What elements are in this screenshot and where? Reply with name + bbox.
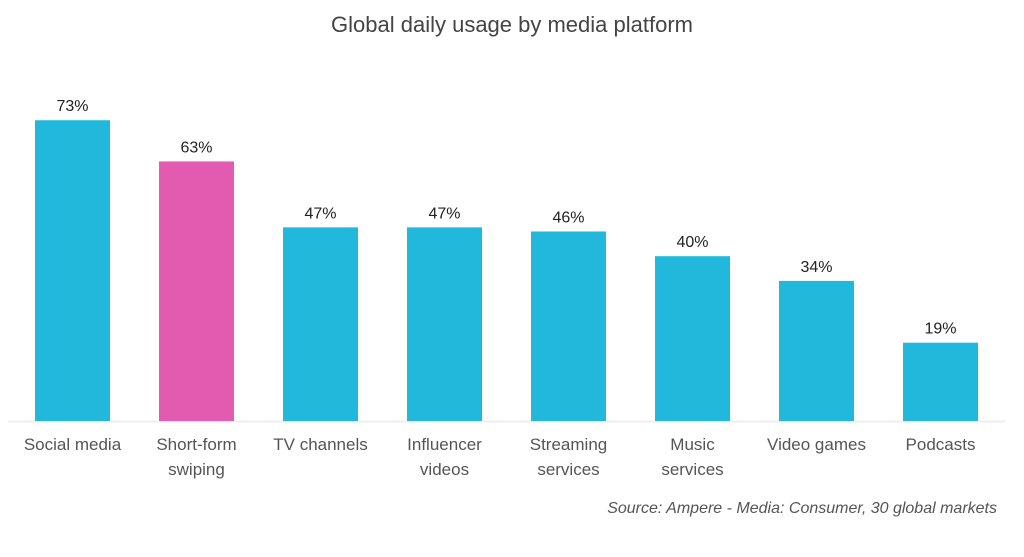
category-label-1-line2: swiping <box>168 460 225 479</box>
category-label-4: Streaming <box>530 435 607 454</box>
category-label-0: Social media <box>24 435 122 454</box>
bar-7 <box>903 342 978 421</box>
bar-5 <box>655 256 730 421</box>
data-label-2: 47% <box>304 205 336 222</box>
category-label-1: Short-form <box>156 435 236 454</box>
bar-0 <box>35 120 110 422</box>
data-label-3: 47% <box>428 205 460 222</box>
category-label-6: Video games <box>767 435 866 454</box>
category-label-3-line2: videos <box>420 460 469 479</box>
data-label-4: 46% <box>552 209 584 226</box>
bar-6 <box>779 280 854 421</box>
category-label-5-line2: services <box>661 460 723 479</box>
data-label-5: 40% <box>676 234 708 251</box>
bar-1 <box>159 161 234 421</box>
bar-4 <box>531 231 606 421</box>
data-label-7: 19% <box>924 321 956 338</box>
data-label-6: 34% <box>800 259 832 276</box>
category-label-7: Podcasts <box>906 435 976 454</box>
data-label-1: 63% <box>180 139 212 156</box>
category-label-3: Influencer <box>407 435 482 454</box>
bar-2 <box>283 227 358 421</box>
source-note: Source: Ampere - Media: Consumer, 30 glo… <box>607 500 997 517</box>
category-label-4-line2: services <box>537 460 599 479</box>
category-label-5: Music <box>670 435 715 454</box>
data-label-0: 73% <box>56 98 88 115</box>
category-label-2: TV channels <box>273 435 368 454</box>
bar-3 <box>407 227 482 421</box>
chart-title: Global daily usage by media platform <box>331 12 693 37</box>
